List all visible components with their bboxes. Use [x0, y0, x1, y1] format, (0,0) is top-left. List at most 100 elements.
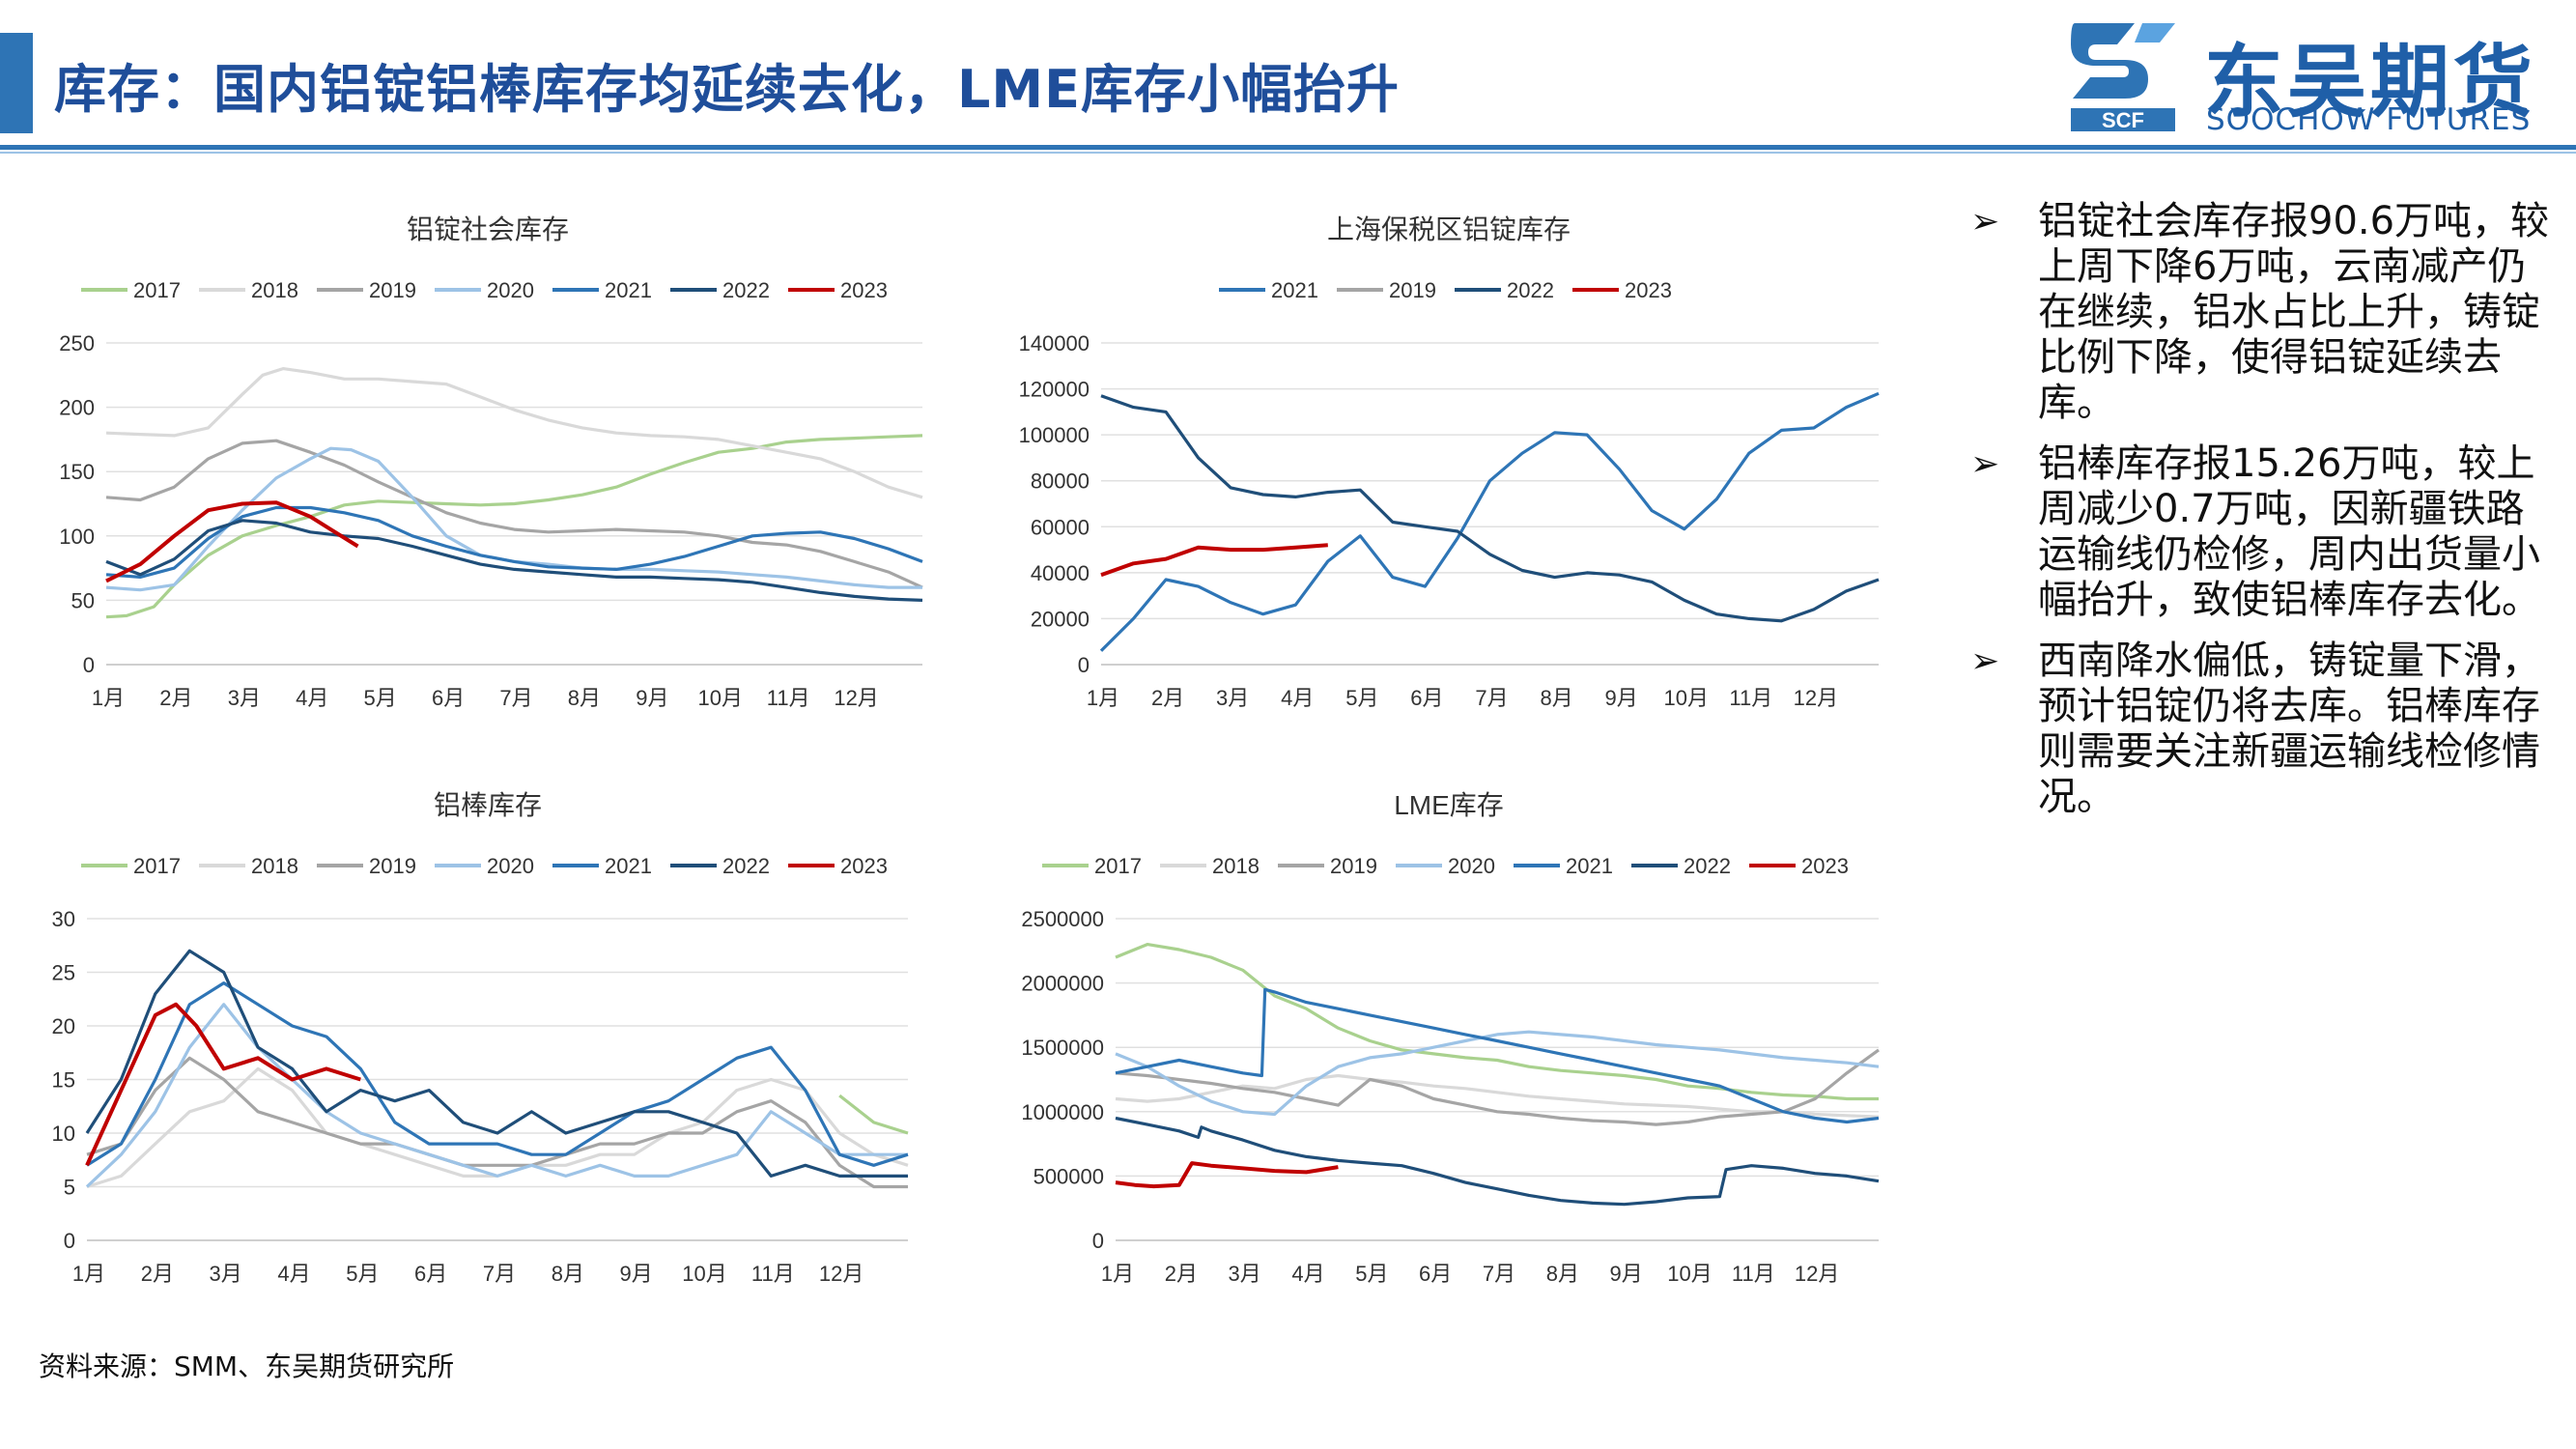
title-accent-bar	[0, 33, 33, 133]
series-line-2018	[1115, 1073, 1880, 1119]
series-line-2023	[105, 500, 359, 583]
y-tick-label: 25	[52, 961, 75, 985]
brand-logo: SCF 东吴期货 SOOCHOW FUTURES	[2067, 15, 2569, 137]
y-tick-label: 15	[52, 1068, 75, 1093]
chart-bonded-inventory: 上海保税区铝锭库存 2021 2019 2022 2023 0 20000 40000 6000…	[995, 203, 1903, 724]
series-line-2017	[1115, 943, 1879, 1101]
page-title: 库存：国内铝锭铝棒库存均延续去化，LME库存小幅抬升	[54, 59, 1401, 120]
x-tick-label: 8月	[568, 686, 601, 710]
chart-title: 铝锭社会库存	[407, 214, 569, 244]
logo-chinese-name: 东吴期货	[2204, 37, 2537, 128]
x-tick-label: 11月	[751, 1262, 795, 1286]
x-tick-label: 3月	[228, 686, 261, 710]
logo-abbr: SCF	[2102, 108, 2144, 132]
x-tick-label: 4月	[1291, 1262, 1324, 1286]
commentary-item: ➢ 铝锭社会库存报90.6万吨，较上周下降6万吨，云南减产仍在继续，铝水占比上升…	[1970, 199, 2550, 426]
chart-ingot-inventory: 铝锭社会库存 2017 2018 2019 2020 2021 2022 2023 0 50 100…	[39, 203, 937, 724]
x-tick-label: 7月	[499, 686, 532, 710]
y-tick-label: 5	[64, 1176, 75, 1200]
arrow-bullet-icon: ➢	[1970, 641, 2000, 681]
arrow-bullet-icon: ➢	[1970, 202, 2000, 242]
legend-label: 2017	[133, 278, 181, 302]
x-tick-label: 12月	[834, 686, 878, 710]
legend-label: 2017	[1094, 854, 1142, 878]
series-line-2023	[1100, 543, 1328, 578]
legend-label: 2022	[722, 854, 770, 878]
chart-lme-inventory: LME库存 2017 2018 2019 2020 2021 2022 2023 0 500000…	[995, 779, 1903, 1300]
x-tick-label: 12月	[1795, 1262, 1839, 1286]
x-tick-label: 1月	[1101, 1262, 1134, 1286]
legend-label: 2022	[1684, 854, 1731, 878]
x-tick-label: 2月	[141, 1262, 174, 1286]
y-tick-label: 60000	[1031, 515, 1090, 539]
y-tick-label: 0	[1078, 653, 1090, 677]
commentary-item: ➢ 西南降水偏低，铸锭量下滑，预计铝锭仍将去库。铝棒库存则需要关注新疆运输线检修…	[1970, 639, 2550, 820]
y-tick-label: 120000	[1019, 378, 1090, 402]
series-line-2017	[105, 434, 923, 619]
x-tick-label: 1月	[92, 686, 125, 710]
legend-label: 2019	[369, 854, 416, 878]
scf-logo-icon: SCF	[2071, 23, 2175, 132]
legend-label: 2020	[487, 854, 534, 878]
x-tick-label: 12月	[819, 1262, 863, 1286]
x-tick-label: 10月	[682, 1262, 726, 1286]
legend-label: 2021	[605, 854, 652, 878]
series-line-2021	[86, 981, 909, 1167]
y-tick-label: 100	[59, 525, 95, 549]
legend-label: 2018	[1212, 854, 1260, 878]
y-tick-label: 1500000	[1021, 1036, 1104, 1060]
legend-label: 2019	[1330, 854, 1377, 878]
x-tick-label: 2月	[1165, 1262, 1198, 1286]
x-tick-label: 7月	[1483, 1262, 1515, 1286]
y-tick-label: 500000	[1033, 1164, 1104, 1188]
chart-ingot-svg: 铝锭社会库存 2017 2018 2019 2020 2021 2022 2023 0 50 100…	[59, 214, 923, 710]
series-line-2020	[1115, 1030, 1880, 1117]
y-tick-label: 1000000	[1021, 1100, 1104, 1124]
series-line-2022	[1100, 394, 1880, 623]
series-line-2017	[838, 1094, 909, 1135]
x-tick-label: 3月	[1229, 1262, 1261, 1286]
x-tick-label: 6月	[432, 686, 465, 710]
legend-label: 2019	[369, 278, 416, 302]
x-tick-label: 1月	[1087, 686, 1119, 710]
x-tick-label: 5月	[1345, 686, 1378, 710]
x-tick-label: 11月	[1732, 1262, 1775, 1286]
series-line-2022	[85, 949, 908, 1178]
legend-label: 2023	[1801, 854, 1849, 878]
x-tick-label: 4月	[277, 1262, 310, 1286]
x-tick-label: 12月	[1794, 686, 1838, 710]
x-tick-label: 3月	[210, 1262, 242, 1286]
y-tick-label: 20	[52, 1014, 75, 1038]
x-tick-label: 11月	[1729, 686, 1772, 710]
arrow-bullet-icon: ➢	[1970, 444, 2000, 484]
chart-title: 铝棒库存	[434, 790, 542, 820]
series-line-2023	[1115, 1161, 1339, 1189]
x-tick-label: 7月	[483, 1262, 516, 1286]
x-tick-label: 2月	[159, 686, 192, 710]
chart-bonded-svg: 上海保税区铝锭库存 2021 2019 2022 2023 0 20000 40000 6000…	[1019, 214, 1880, 710]
y-tick-label: 40000	[1031, 561, 1090, 585]
chart-lme-svg: LME库存 2017 2018 2019 2020 2021 2022 2023 0 500000…	[1021, 790, 1880, 1286]
y-tick-label: 100000	[1019, 423, 1090, 447]
x-tick-label: 9月	[1610, 1262, 1643, 1286]
legend-label: 2022	[1507, 278, 1554, 302]
x-tick-label: 8月	[1546, 1262, 1579, 1286]
x-tick-label: 9月	[1605, 686, 1638, 710]
x-tick-label: 11月	[767, 686, 810, 710]
legend-label: 2021	[1566, 854, 1613, 878]
x-tick-label: 4月	[296, 686, 328, 710]
y-tick-label: 0	[83, 653, 95, 677]
y-tick-label: 20000	[1031, 607, 1090, 631]
legend-label: 2023	[1625, 278, 1672, 302]
y-tick-label: 10	[52, 1122, 75, 1146]
x-tick-label: 1月	[72, 1262, 105, 1286]
y-tick-label: 80000	[1031, 469, 1090, 494]
commentary-text: 西南降水偏低，铸锭量下滑，预计铝锭仍将去库。铝棒库存则需要关注新疆运输线检修情况…	[2038, 639, 2540, 819]
legend-label: 2022	[722, 278, 770, 302]
legend-label: 2017	[133, 854, 181, 878]
chart-title: 上海保税区铝锭库存	[1327, 214, 1571, 244]
commentary-item: ➢ 铝棒库存报15.26万吨，较上周减少0.7万吨，因新疆铁路运输线仍检修，周内…	[1970, 441, 2550, 623]
x-tick-label: 3月	[1216, 686, 1249, 710]
x-tick-label: 8月	[1540, 686, 1572, 710]
series-line-2019	[105, 439, 923, 589]
